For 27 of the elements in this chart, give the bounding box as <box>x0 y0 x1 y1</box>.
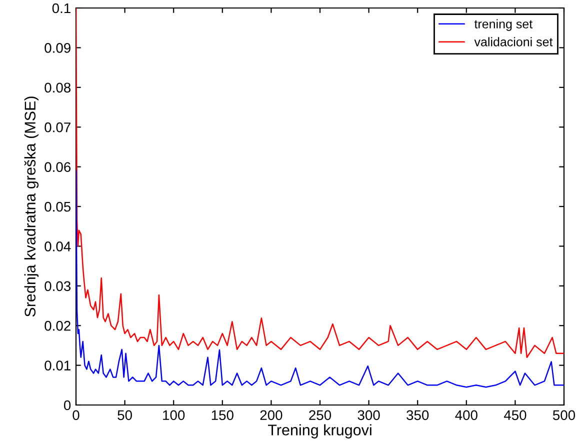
line-series <box>76 170 564 388</box>
x-tick-label: 250 <box>309 410 332 420</box>
x-tick-label: 50 <box>118 410 132 420</box>
x-tick-label: 0 <box>72 410 80 420</box>
x-tick-label: 450 <box>504 410 526 420</box>
legend-label: validacioni set <box>474 37 553 46</box>
y-tick-label: 0.07 <box>44 122 70 132</box>
y-tick-label: 0.03 <box>44 281 71 292</box>
legend-label: trening set <box>474 19 533 31</box>
y-tick-label: 0.02 <box>44 320 70 331</box>
y-tick-label: 0.06 <box>44 162 71 172</box>
x-tick-label: 200 <box>260 410 282 420</box>
y-tick-label: 0.1 <box>52 3 70 14</box>
y-tick-label: 0.01 <box>44 360 70 370</box>
x-axis-title: Trening krugovi <box>268 424 372 438</box>
x-tick-label: 400 <box>455 410 478 420</box>
x-tick-label: 100 <box>163 410 185 420</box>
x-tick-label: 300 <box>358 410 380 420</box>
y-tick-label: 0.08 <box>44 82 71 93</box>
x-tick-label: 350 <box>406 410 429 420</box>
x-tick-label: 150 <box>212 410 234 420</box>
x-tick-label: 500 <box>552 410 576 420</box>
y-tick-label: 0.05 <box>44 202 71 212</box>
y-tick-label: 0 <box>64 400 71 410</box>
y-tick-label: 0.09 <box>44 43 70 53</box>
y-tick-label: 0.04 <box>44 242 71 252</box>
y-axis-title: Srednja kvadratna greška (MSE) <box>24 96 39 317</box>
